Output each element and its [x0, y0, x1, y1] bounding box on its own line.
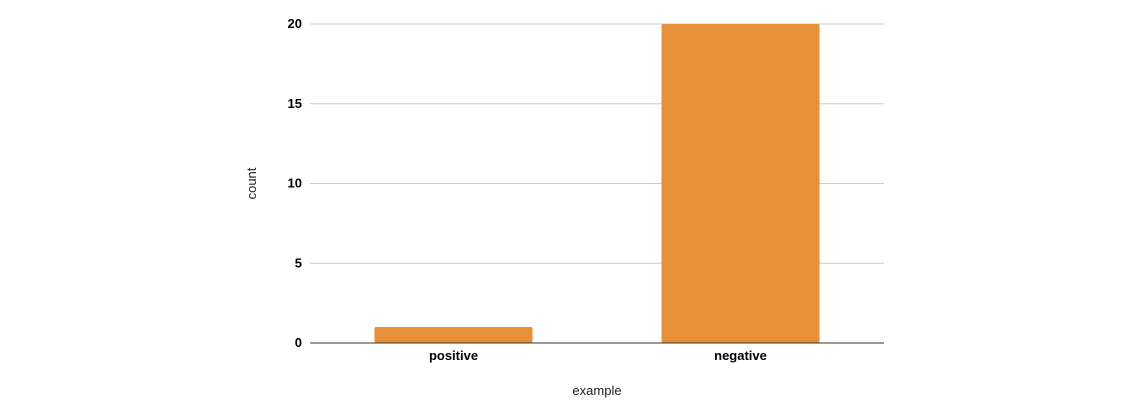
y-tick-label: 10 — [288, 176, 302, 191]
bar-negative — [661, 24, 820, 343]
x-tick-label: negative — [714, 348, 767, 363]
y-tick-label: 15 — [288, 96, 302, 111]
y-axis-title: count — [244, 167, 259, 199]
x-axis-ticks: positive negative — [429, 348, 767, 363]
y-tick-label: 5 — [295, 255, 302, 270]
x-axis-title: example — [572, 383, 621, 398]
y-tick-label: 0 — [295, 335, 302, 350]
y-tick-label: 20 — [288, 16, 302, 31]
y-axis-ticks: 0 5 10 15 20 — [288, 16, 302, 350]
bars — [374, 24, 820, 343]
bar-positive — [374, 327, 533, 343]
x-tick-label: positive — [429, 348, 478, 363]
